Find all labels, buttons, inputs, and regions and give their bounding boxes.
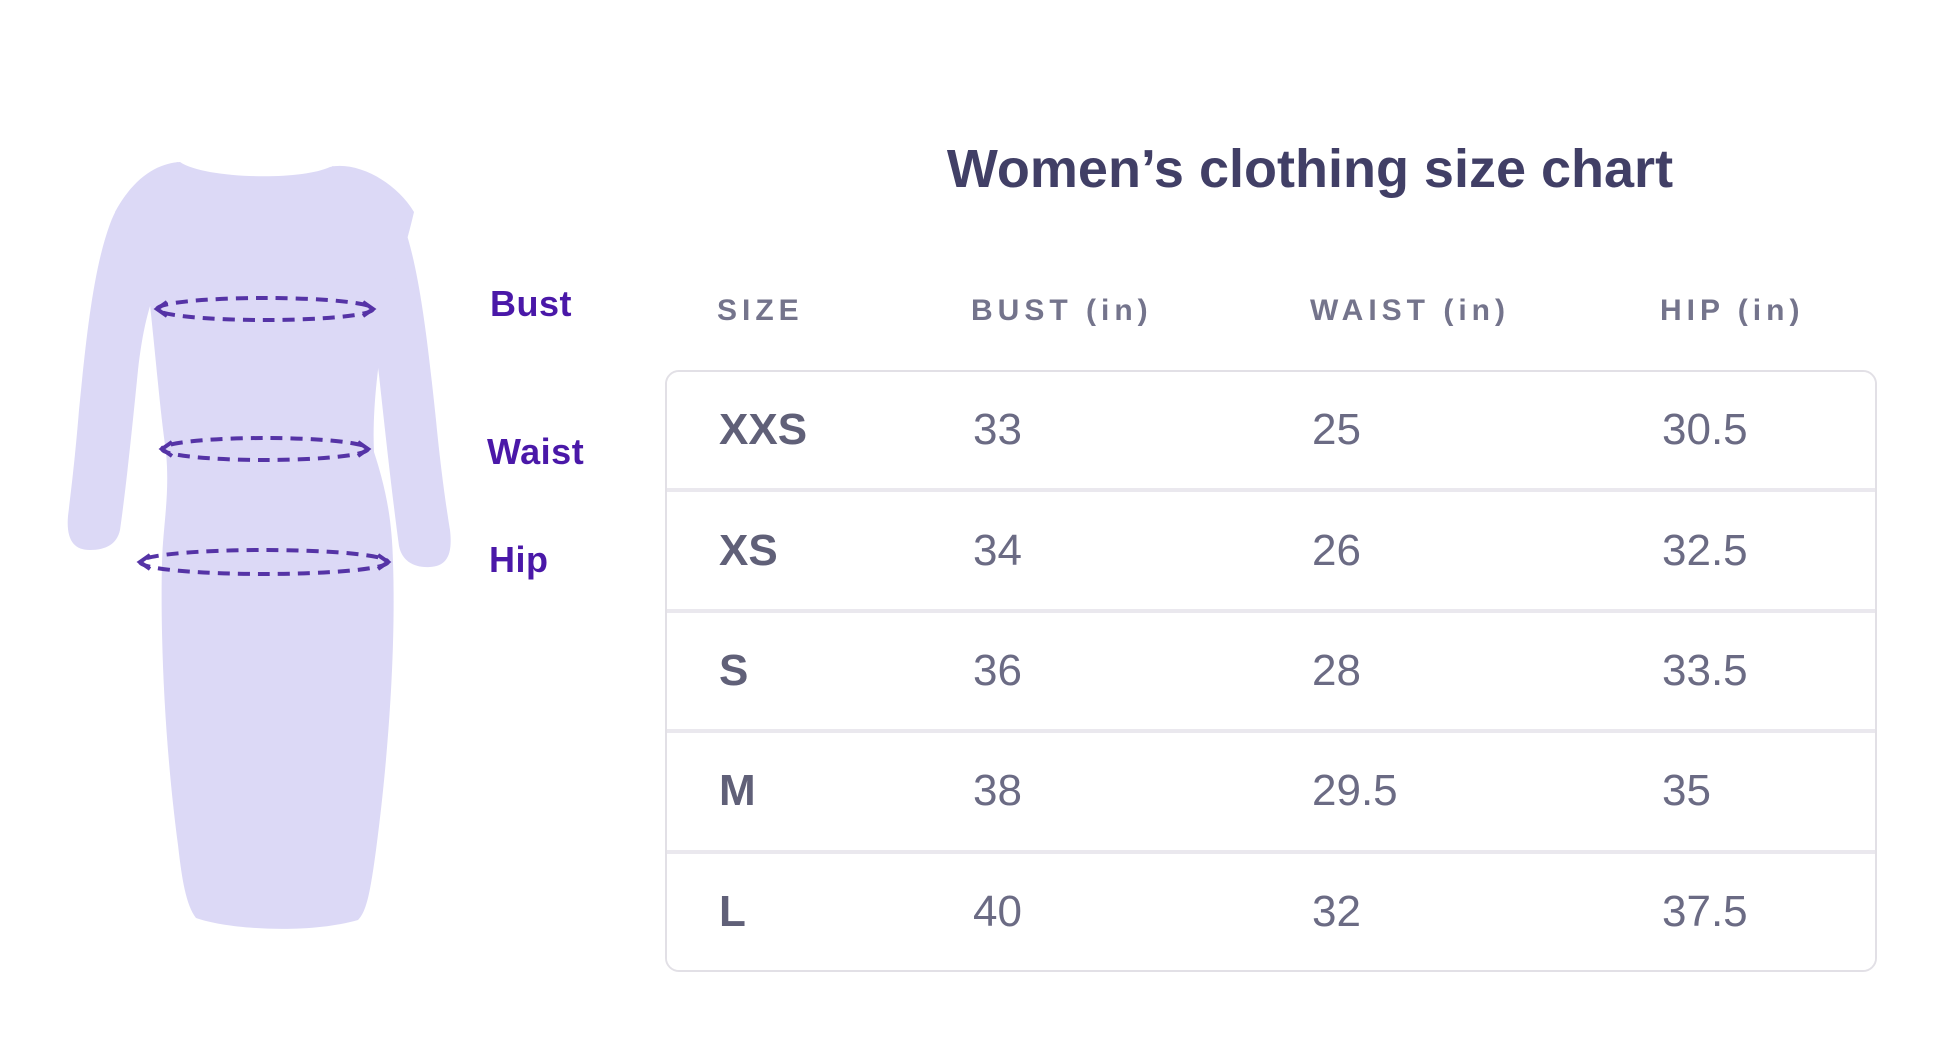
hip-cell: 35 <box>1662 766 1711 816</box>
bust-cell: 38 <box>973 766 1022 816</box>
column-header-waist: WAIST (in) <box>1310 294 1510 327</box>
bust-cell: 40 <box>973 886 1022 936</box>
hip-label: Hip <box>489 539 549 580</box>
waist-cell: 28 <box>1312 646 1361 696</box>
size-cell: M <box>719 766 756 816</box>
size-cell: L <box>719 886 746 936</box>
table-row-l: L 40 32 37.5 <box>667 853 1875 970</box>
waist-cell: 25 <box>1312 405 1361 455</box>
hip-cell: 37.5 <box>1662 886 1748 936</box>
size-cell: XS <box>719 525 778 575</box>
hip-cell: 30.5 <box>1662 405 1748 455</box>
bust-cell: 33 <box>973 405 1022 455</box>
bust-cell: 36 <box>973 646 1022 696</box>
table-row-xs: XS 34 26 32.5 <box>667 492 1875 613</box>
bust-cell: 34 <box>973 525 1022 575</box>
waist-measure-ellipse <box>158 436 372 462</box>
bust-measure-ellipse <box>153 296 377 322</box>
column-header-hip: HIP (in) <box>1660 294 1805 327</box>
dress-figure-illustration <box>67 162 451 929</box>
dress-right-sleeve-shape <box>332 166 451 568</box>
waist-cell: 29.5 <box>1312 766 1398 816</box>
waist-cell: 26 <box>1312 525 1361 575</box>
table-row-s: S 36 28 33.5 <box>667 612 1875 734</box>
hip-cell: 33.5 <box>1662 646 1748 696</box>
size-cell: XXS <box>719 405 808 455</box>
waist-cell: 32 <box>1312 886 1361 936</box>
table-row-xxs: XXS 33 25 30.5 <box>667 372 1875 493</box>
size-table-header-row: SIZE BUST (in) WAIST (in) HIP (in) <box>665 288 1877 334</box>
hip-measure-ellipse <box>136 548 392 576</box>
size-cell: S <box>719 646 749 696</box>
waist-label: Waist <box>487 431 585 472</box>
column-header-bust: BUST (in) <box>971 294 1153 327</box>
hip-cell: 32.5 <box>1662 525 1748 575</box>
bust-label: Bust <box>490 283 572 324</box>
size-table: XXS 33 25 30.5 XS 34 26 32.5 S 36 28 33.… <box>665 370 1877 972</box>
dress-body-shape <box>115 162 414 929</box>
page-title: Women’s clothing size chart <box>946 139 1674 199</box>
table-row-m: M 38 29.5 35 <box>667 733 1875 854</box>
column-header-size: SIZE <box>717 294 804 327</box>
